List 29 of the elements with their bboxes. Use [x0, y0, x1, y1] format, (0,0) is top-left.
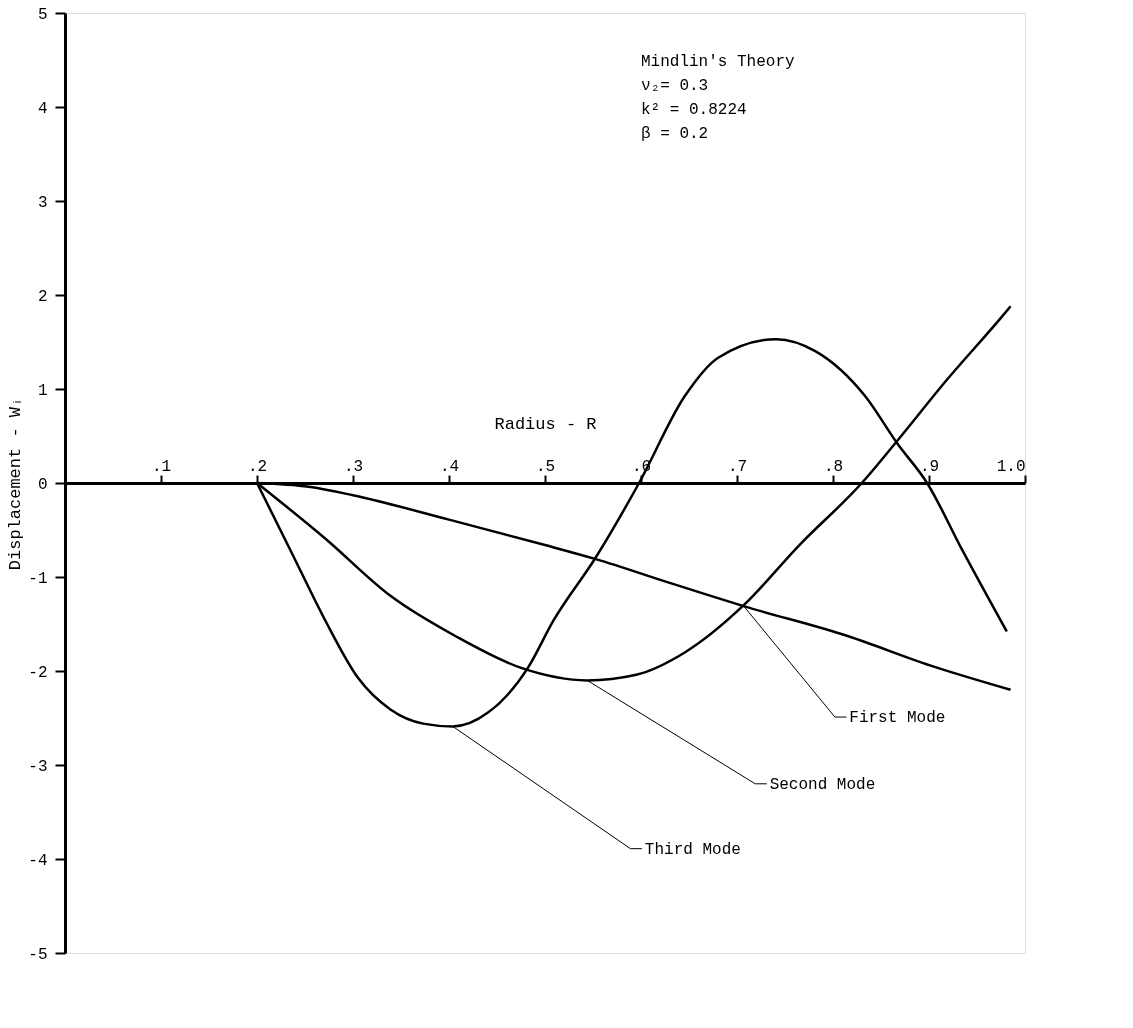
annotation: Mindlin's Theory — [641, 53, 796, 71]
x-tick-label: .3 — [343, 457, 364, 476]
x-tick-label: .5 — [535, 457, 556, 476]
x-tick-label: .8 — [823, 457, 844, 476]
annotation: β = 0.2 — [641, 125, 709, 143]
y-tick-label: 2 — [37, 287, 48, 306]
x-tick-label: .7 — [727, 457, 748, 476]
x-tick-label: .1 — [151, 457, 172, 476]
y-tick-label: -3 — [28, 757, 48, 776]
x-axis-title: Radius - R — [494, 414, 597, 434]
y-tick-label: -2 — [28, 663, 48, 682]
annotation: ν₂= 0.3 — [641, 77, 709, 95]
text: Second Mode — [769, 775, 876, 794]
y-tick-label: -1 — [28, 569, 48, 588]
x-tick-label: .4 — [439, 457, 460, 476]
y-tick-label: -4 — [28, 851, 48, 870]
y-tick-label: 0 — [37, 475, 48, 494]
y-tick-label: 5 — [37, 5, 48, 24]
annotation: k² = 0.8224 — [641, 101, 747, 119]
x-tick-label: 1.0 — [996, 457, 1026, 476]
y-tick-label: 1 — [37, 381, 48, 400]
y-tick-label: 3 — [37, 193, 48, 212]
text: First Mode — [849, 709, 946, 728]
y-axis-title: Displacement - Wᵢ — [6, 396, 26, 571]
y-tick-label: -5 — [28, 945, 48, 964]
x-tick-label: .9 — [919, 457, 940, 476]
text: Third Mode — [644, 840, 741, 859]
y-tick-label: 4 — [37, 99, 48, 118]
x-tick-label: .2 — [247, 457, 268, 476]
